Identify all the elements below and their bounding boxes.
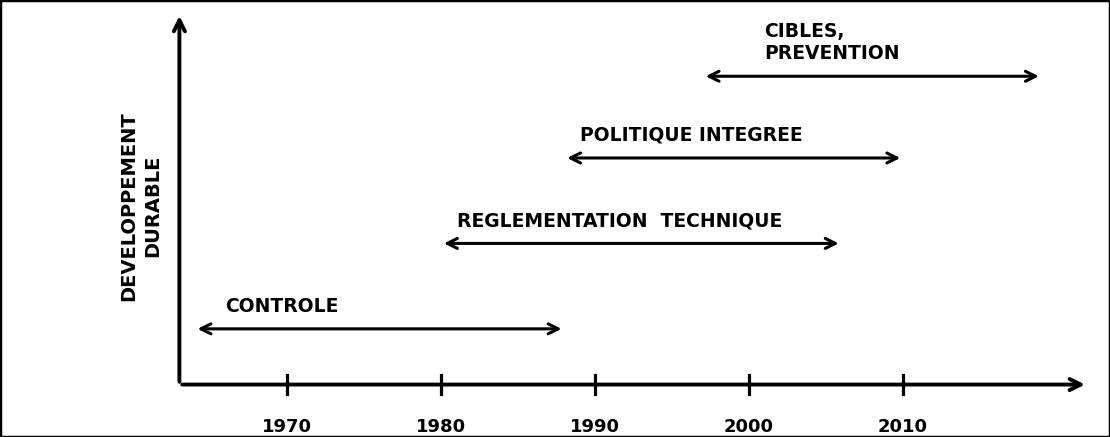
Text: REGLEMENTATION  TECHNIQUE: REGLEMENTATION TECHNIQUE: [456, 212, 781, 230]
Text: 2000: 2000: [724, 418, 774, 436]
Text: 1980: 1980: [416, 418, 466, 436]
Text: CIBLES,
PREVENTION: CIBLES, PREVENTION: [765, 22, 900, 63]
Text: CONTROLE: CONTROLE: [225, 297, 339, 316]
Text: DEVELOPPEMENT
DURABLE: DEVELOPPEMENT DURABLE: [120, 111, 162, 301]
Text: 1970: 1970: [262, 418, 312, 436]
Text: POLITIQUE INTEGREE: POLITIQUE INTEGREE: [579, 126, 803, 145]
Text: 1990: 1990: [571, 418, 620, 436]
Text: 2010: 2010: [878, 418, 928, 436]
